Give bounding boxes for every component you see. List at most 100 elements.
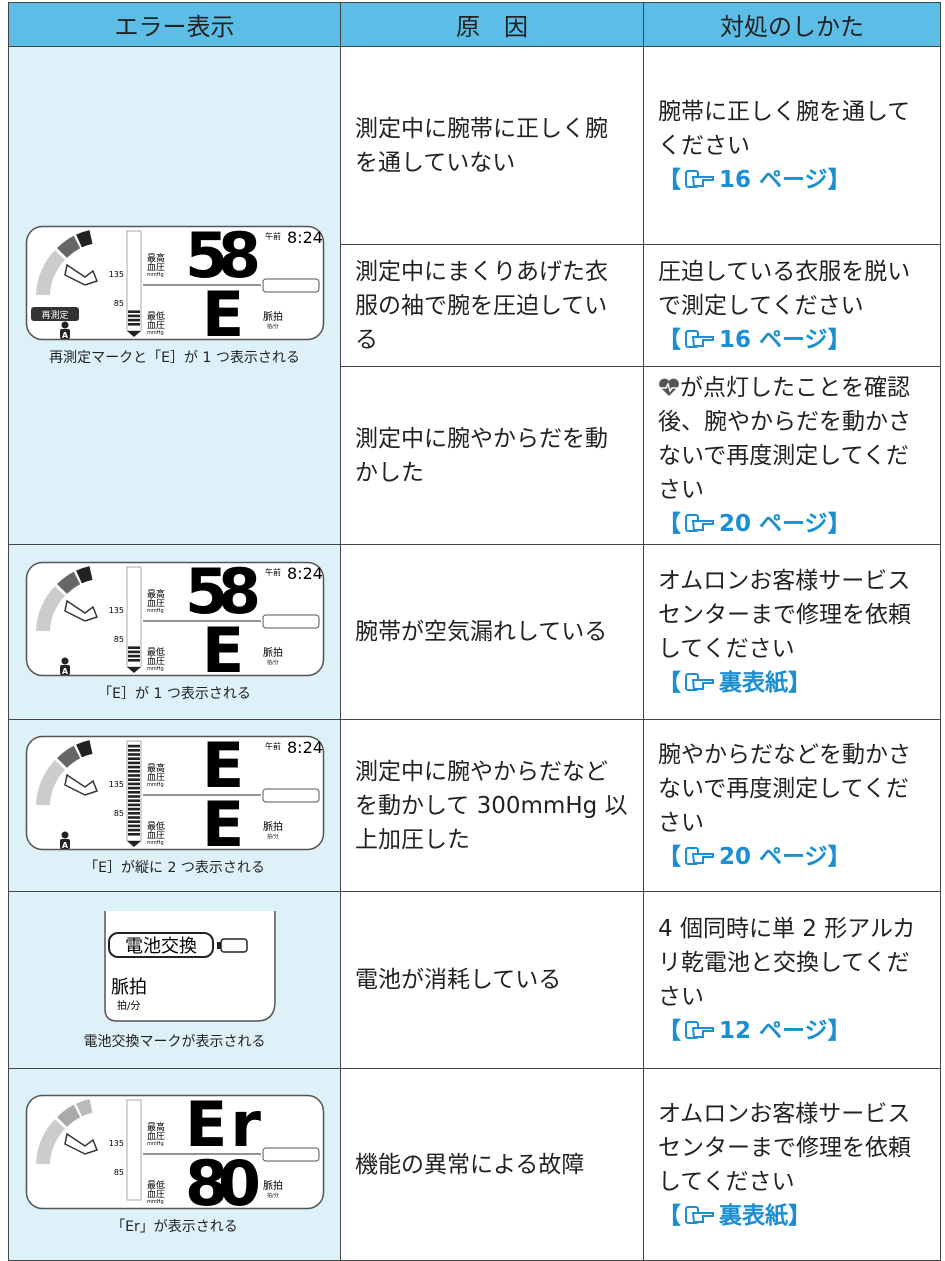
ref-bracket: 】 [788,670,811,696]
remedy-text: 腕やからだなどを動かさないで再度測定してください [658,738,926,840]
cause-cell: 電池が消耗している [340,891,644,1069]
remedy-body: オムロンお客様サービスセンターまで修理を依頼してください [658,1100,911,1195]
gauge-arrow [126,667,141,673]
remedy-text: 4 個同時に単 2 形アルカリ乾電池と交換してください [658,912,926,1014]
gauge-bar [127,765,140,768]
lcd-label: mmHg [147,666,164,672]
gauge-bar [127,756,140,760]
page-ref: 【 16 ページ】 [658,163,926,197]
table-row: 135 85 最高 血圧 mmHg 最低 血圧 mmHg 58 E 午前 8:24 脈拍 拍/分 再測定 A 再… [8,46,941,545]
ref-icon [685,169,714,188]
remedy-body: が点灯したことを確認後、腕やからだを動かさないで再度測定してください [658,374,911,503]
lcd-label: 血圧 [147,1130,165,1142]
scale-label: 85 [113,1168,123,1177]
gauge-bar [127,744,140,747]
lcd-digits: Er [185,1094,261,1161]
arc-segment [56,1104,80,1127]
cause-cell: 機能の異常による故障 [340,1068,644,1261]
battery-mark [107,932,214,958]
gauge-bar [127,659,140,662]
gauge-bar [127,819,140,823]
table-row: 測定中にまくりあげた衣服の袖で腕を圧迫している 圧迫している衣服を脱いで測定してく… [9,244,941,367]
lcd-label: 最低 [147,646,165,658]
lcd-label: mmHg [147,1141,164,1147]
remedy-cell: が点灯したことを確認後、腕やからだを動かさないで再度測定してください【 20 ペー… [643,366,941,545]
arc-segment [75,229,93,247]
arc-segment [35,759,65,806]
display-caption: 「E］が縦に 2 つ表示される [84,859,265,876]
lcd-box [262,614,319,629]
person-label: A [61,667,68,676]
display-cell: 135 85 最高 血圧 mmHg 最低 血圧 mmHg 58 E 午前 8:24 脈拍 拍/分 A 「E］が… [8,544,341,720]
header-row: エラー表示 原 因 対処のしかた [8,2,941,47]
gauge-bar [127,309,140,313]
ref-bracket: 【 [658,326,681,353]
pulse-unit: 拍/分 [267,659,279,666]
battery-label: 電池交換 [125,936,197,957]
gauge-bar [127,646,140,649]
person-label: A [61,841,68,850]
scale-label: 85 [113,809,123,818]
display-cell: 135 85 最高 血圧 mmHg 最低 血圧 mmHg Er 80 脈拍 拍/分 「Er」が表示される [8,1068,341,1261]
remeasure-mark [30,306,79,321]
lcd-label: 血圧 [147,655,165,667]
header-cell: 対処のしかた [643,2,941,47]
page-ref: 【 20 ページ】 [658,840,926,874]
remedy-text: が点灯したことを確認後、腕やからだを動かさないで再度測定してください [658,371,926,507]
cuff-icon [63,599,98,622]
lcd-label: 最高 [147,588,165,600]
remedy-text: オムロンお客様サービスセンターまで修理を依頼してください [658,564,926,666]
lcd-label: 最低 [147,1179,165,1191]
gauge-bar [127,824,140,827]
remedy-cell: 腕やからだなどを動かさないで再度測定してください【 20 ページ】 [643,719,941,892]
pulse-label: 脈拍 [263,310,283,323]
lcd-label: mmHg [147,1199,164,1205]
gauge-bar [127,761,140,764]
ref-icon-hand [691,519,714,531]
lcd-box [262,278,319,292]
remedy-body: 4 個同時に単 2 形アルカリ乾電池と交換してください [658,916,916,1010]
arc-segment [35,1118,65,1165]
cuff-icon [63,1132,98,1155]
ref-page: 裏表紙 [719,1202,788,1229]
am-label: 午前 [265,567,281,577]
arc-segment [35,249,65,296]
lcd-label: 血圧 [147,319,165,331]
cause-cell: 測定中に腕やからだを動かした [340,366,644,545]
arc-segment [56,235,80,258]
gauge-bar [127,786,140,789]
gauge-bar [127,769,140,773]
display-cell: 135 85 最高 血圧 mmHg 最低 血圧 mmHg E E 午前 8:24 脈拍 拍/分 A 「E］が縦… [8,719,341,892]
scale-label: 135 [108,270,123,279]
ref-bracket: 】 [827,326,851,353]
scale-label: 135 [108,780,123,789]
person-label: A [61,331,68,340]
error-table: エラー表示 原 因 対処のしかた 135 85 最高 血圧 mmHg 最低 血圧 mmHg 58… [8,2,941,1261]
cause-cell: 測定中に腕やからだなどを動かして 300mmHg 以上加圧した [340,719,644,892]
arc-segment [56,571,80,595]
am-label: 午前 [265,741,281,751]
person-head [61,321,68,328]
gauge-bar [127,803,140,806]
gauge-arrow [126,330,141,337]
display-cell: 電池交換 脈拍 拍/分電池交換マークが表示される [8,891,341,1069]
lcd-frame [25,735,324,850]
gauge-bar [127,748,140,752]
table-row: 135 85 最高 血圧 mmHg 最低 血圧 mmHg Er 80 脈拍 拍/分 「Er」が表示される… [8,1068,941,1261]
remedy-cell: 圧迫している衣服を脱いで測定してください【 16 ページ】 [643,244,941,367]
lcd-label: 最低 [147,820,165,832]
ref-page: 12 ページ [719,1018,828,1044]
ref-page: 20 ページ [719,843,828,870]
cause-cell: 測定中にまくりあげた衣服の袖で腕を圧迫している [340,244,644,367]
lcd-label: 最高 [147,762,165,774]
lcd-label: 血圧 [147,771,165,783]
display-caption: 電池交換マークが表示される [83,1034,266,1050]
gauge-bar [127,790,140,794]
pulse-unit: 拍/分 [267,1192,279,1199]
remedy-body: オムロンお客様サービスセンターまで修理を依頼してください [658,568,911,662]
ref-icon [685,1021,714,1039]
